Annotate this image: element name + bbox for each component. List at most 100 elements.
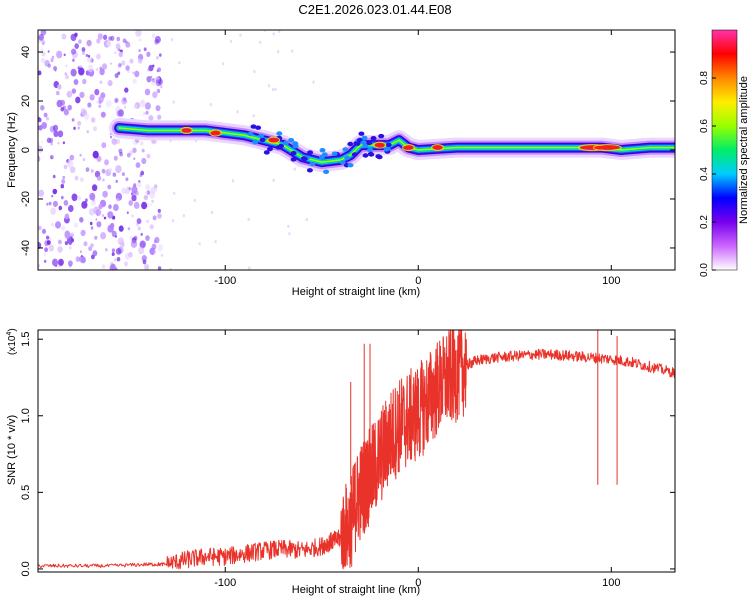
noise-blob <box>133 103 138 109</box>
noise-blob <box>68 260 73 267</box>
noise-blob <box>117 62 122 68</box>
noise-blob <box>67 104 72 111</box>
ridge-blob <box>252 140 259 145</box>
noise-blob <box>102 63 107 70</box>
snr-y-axis-label: SNR (10 * v/v) <box>6 415 18 485</box>
noise-blob <box>131 194 137 202</box>
noise-blob <box>61 179 66 184</box>
noise-blob <box>99 68 105 76</box>
noise-blob <box>40 48 44 53</box>
noise-blob <box>146 51 151 57</box>
noise-blob <box>75 256 81 262</box>
noise-blob <box>132 71 135 75</box>
noise-blob <box>79 217 84 223</box>
noise-speck <box>276 50 280 54</box>
ridge-blob <box>344 155 351 161</box>
noise-blob <box>69 154 75 161</box>
snr-y-tick-label: 0.0 <box>20 561 32 576</box>
noise-blob <box>71 193 78 202</box>
noise-blob <box>81 47 86 52</box>
noise-blob <box>89 192 96 201</box>
noise-blob <box>74 175 79 181</box>
ridge-blob <box>247 131 254 137</box>
noise-blob <box>141 254 147 262</box>
noise-blob <box>135 162 141 169</box>
noise-blob <box>89 94 95 101</box>
noise-blob <box>132 147 137 154</box>
noise-speck <box>172 100 175 104</box>
noise-blob <box>114 258 117 262</box>
noise-blob <box>93 206 100 215</box>
noise-blob <box>125 65 130 71</box>
noise-blob <box>46 116 49 121</box>
noise-blob <box>144 264 150 270</box>
noise-blob <box>146 190 151 195</box>
noise-blob <box>52 258 58 267</box>
noise-blob <box>97 175 102 181</box>
noise-blob <box>46 202 49 206</box>
noise-blob <box>93 126 97 132</box>
ridge-blob <box>267 146 273 152</box>
noise-blob <box>69 232 74 238</box>
spectrogram-y-axis-label: Frequency (Hz) <box>6 112 18 188</box>
noise-speck <box>252 114 255 118</box>
noise-speck <box>173 191 176 195</box>
noise-blob <box>114 51 117 54</box>
noise-blob <box>157 266 162 270</box>
noise-blob <box>139 100 146 108</box>
noise-blob <box>157 114 162 120</box>
noise-blob <box>73 126 76 130</box>
ridge-blob <box>358 131 365 136</box>
noise-speck <box>247 217 250 221</box>
noise-blob <box>107 224 114 233</box>
noise-blob <box>87 54 91 58</box>
noise-blob <box>138 246 145 255</box>
noise-blob <box>64 72 67 76</box>
ridge-hotspot-rim <box>267 136 280 144</box>
noise-blob <box>152 215 157 221</box>
noise-blob <box>141 148 145 153</box>
noise-blob <box>139 38 142 42</box>
noise-blob <box>129 235 133 240</box>
noise-blob <box>108 204 112 209</box>
noise-blob <box>69 246 72 250</box>
snr-axes: -100 0 100 0.0 0.5 1.0 1.5 <box>20 330 675 589</box>
noise-blob <box>100 232 107 240</box>
noise-blob <box>157 213 162 219</box>
ridge-blob <box>347 163 354 168</box>
noise-blob <box>85 198 88 202</box>
noise-blob <box>81 51 85 55</box>
noise-blob <box>108 167 113 172</box>
noise-blob <box>121 172 125 177</box>
noise-blob <box>153 250 156 254</box>
ridge-hotspot <box>374 142 385 148</box>
noise-speck <box>312 80 315 84</box>
noise-blob <box>156 88 161 94</box>
ridge-hotspot <box>432 145 443 150</box>
noise-blob <box>67 159 74 168</box>
noise-blob <box>135 30 142 37</box>
noise-blob <box>101 214 105 217</box>
ridge-hotspot-rim <box>592 144 622 152</box>
noise-blob <box>114 97 119 104</box>
spectrogram-x-tick-label: 100 <box>602 275 620 287</box>
noise-blob <box>79 250 82 253</box>
noise-blob <box>85 167 90 173</box>
noise-blob <box>71 48 76 55</box>
noise-blob <box>121 187 127 195</box>
noise-speck <box>253 69 256 74</box>
noise-blob <box>111 138 118 146</box>
noise-blob <box>77 126 80 130</box>
noise-blob <box>144 102 151 110</box>
noise-blob <box>63 53 66 57</box>
chart-title: C2E1.2026.023.01.44.E08 <box>298 2 452 17</box>
noise-blob <box>136 218 142 225</box>
ridge-blob <box>376 154 383 160</box>
spectrogram-y-tick-label: 40 <box>20 46 32 58</box>
noise-blob <box>94 235 98 240</box>
noise-blob <box>143 47 147 52</box>
noise-blob <box>111 252 115 256</box>
noise-blob <box>90 169 94 173</box>
ridge-blob <box>323 169 330 174</box>
